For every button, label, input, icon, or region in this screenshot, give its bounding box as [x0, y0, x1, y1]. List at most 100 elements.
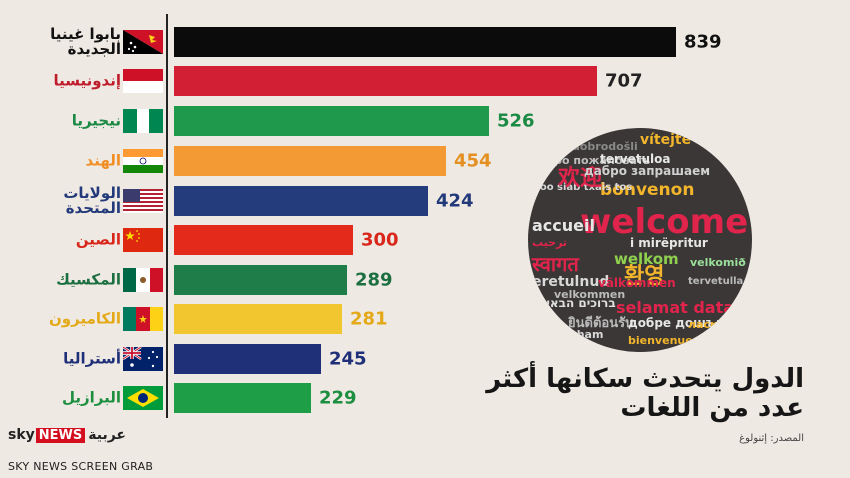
category-label-line: بابوا غينيا [50, 25, 121, 43]
chart-title: الدول يتحدث سكانها أكثر عدد من اللغات [430, 365, 804, 423]
value-label: 424 [436, 190, 474, 212]
word-cloud-word: 欢迎 [558, 166, 603, 191]
category-label-line: أستراليا [63, 349, 121, 368]
bar [174, 304, 342, 334]
category-label: الكاميرون [49, 309, 121, 328]
usa-flag-icon [123, 189, 163, 213]
word-cloud-word: zoo siab txais tos [534, 182, 633, 193]
word-cloud-word: welcome [580, 202, 749, 242]
word-cloud-word: eretulnud [532, 274, 610, 290]
word-cloud-word: добро пожаловать [530, 154, 651, 167]
word-cloud-word: ברוכים הבאים [538, 296, 616, 310]
bar [174, 146, 446, 176]
mexico-flag-icon [123, 268, 163, 292]
word-cloud-word: добре дошъл [628, 316, 724, 330]
bar-row: نيجيريا 526 [0, 106, 850, 136]
title-line-1: الدول يتحدث سكانها أكثر [486, 364, 804, 394]
papua-new-guinea-flag-icon [123, 30, 163, 54]
category-label-line: الولايات [63, 184, 121, 202]
word-cloud-word: дабро запрашаем [584, 164, 711, 178]
logo-sky: sky [8, 427, 35, 443]
word-cloud-word: i mirëpritur [630, 236, 708, 250]
bar-row: إندونيسيا 707 [0, 66, 850, 96]
value-label: 707 [605, 70, 643, 92]
screen-grab-watermark: SKY NEWS SCREEN GRAB [8, 460, 154, 473]
value-label: 839 [684, 31, 722, 53]
bar [174, 27, 676, 57]
brazil-flag-icon [123, 386, 163, 410]
cameroon-flag-icon [123, 307, 163, 331]
word-cloud-word: bienvenue [628, 334, 693, 347]
australia-flag-icon [123, 347, 163, 371]
category-label-line: البرازيل [61, 388, 121, 407]
word-cloud-word: ยินดีต้อนรับ [568, 316, 634, 331]
word-cloud-word: velkommen [554, 288, 626, 301]
word-cloud-word: tervetulla [688, 276, 744, 287]
bar-row: المكسيك 289 [0, 265, 850, 295]
source-note: المصدر: إثنولوغ [739, 433, 804, 444]
category-label-line: إندونيسيا [53, 71, 121, 90]
category-label: نيجيريا [71, 111, 121, 130]
category-label: الصين [75, 230, 121, 249]
value-label: 229 [319, 387, 357, 409]
category-label-line: المكسيك [56, 270, 121, 289]
category-label-line: الصين [75, 230, 121, 249]
category-label: البرازيل [61, 388, 121, 407]
value-label: 454 [454, 150, 492, 172]
value-label: 289 [355, 269, 393, 291]
word-cloud-word: 환영 [624, 264, 665, 289]
category-label: أستراليا [63, 349, 121, 368]
category-label-line: المتحدة [65, 199, 121, 217]
category-label: بابوا غينيا الجديدة [50, 27, 121, 57]
word-cloud-word: ترحيب [532, 236, 568, 249]
word-cloud-word: velkomið [690, 256, 746, 269]
word-cloud-word: dobrodošli [572, 140, 638, 153]
word-cloud-word: vítejte [640, 132, 692, 148]
word-cloud-word: ласкаво просимо [688, 318, 752, 331]
word-cloud-word: swagatham [532, 328, 604, 341]
title-line-2: عدد من اللغات [620, 393, 804, 423]
word-cloud-word: tervetuloa [600, 152, 671, 166]
bar [174, 106, 489, 136]
india-flag-icon [123, 149, 163, 173]
bar-row: أستراليا 245 [0, 344, 850, 374]
logo-arabic: عربية [88, 427, 126, 443]
category-label: الهند [85, 151, 121, 170]
bar-row: الولايات المتحدة 424 [0, 186, 850, 216]
bar-row: الصين 300 [0, 225, 850, 255]
logo-news: NEWS [35, 427, 86, 443]
bar [174, 344, 321, 374]
category-label-line: الهند [85, 151, 121, 170]
word-cloud-word: välkommen [598, 276, 676, 290]
bar [174, 186, 428, 216]
chart-axis-line [166, 14, 168, 418]
word-cloud-word: स्वागत [532, 252, 579, 276]
bar-row: الكاميرون 281 [0, 304, 850, 334]
bar-row: البرازيل 229 [0, 383, 850, 413]
bar-row: بابوا غينيا الجديدة 839 [0, 27, 850, 57]
word-cloud-word: selamat datang [616, 298, 752, 317]
languages-word-cloud-image: vítejte dobrodošli добро пожаловать tervetu… [528, 128, 752, 352]
value-label: 526 [497, 110, 535, 132]
value-label: 300 [361, 229, 399, 251]
word-cloud-word: bonvenon [600, 180, 695, 200]
category-label-line: الكاميرون [49, 309, 121, 328]
china-flag-icon [123, 228, 163, 252]
bar [174, 225, 353, 255]
category-label-line: الجديدة [67, 40, 121, 58]
indonesia-flag-icon [123, 69, 163, 93]
value-label: 281 [350, 308, 388, 330]
category-label: الولايات المتحدة [63, 186, 121, 216]
word-cloud-word: accueil [532, 216, 595, 235]
category-label: إندونيسيا [53, 71, 121, 90]
bar [174, 383, 311, 413]
word-cloud-word: welkom [614, 250, 679, 268]
category-label-line: نيجيريا [71, 111, 121, 130]
bar-row: الهند 454 [0, 146, 850, 176]
bar [174, 66, 597, 96]
value-label: 245 [329, 348, 367, 370]
sky-news-arabia-logo: sky NEWS عربية [8, 426, 126, 444]
nigeria-flag-icon [123, 109, 163, 133]
category-label: المكسيك [56, 270, 121, 289]
